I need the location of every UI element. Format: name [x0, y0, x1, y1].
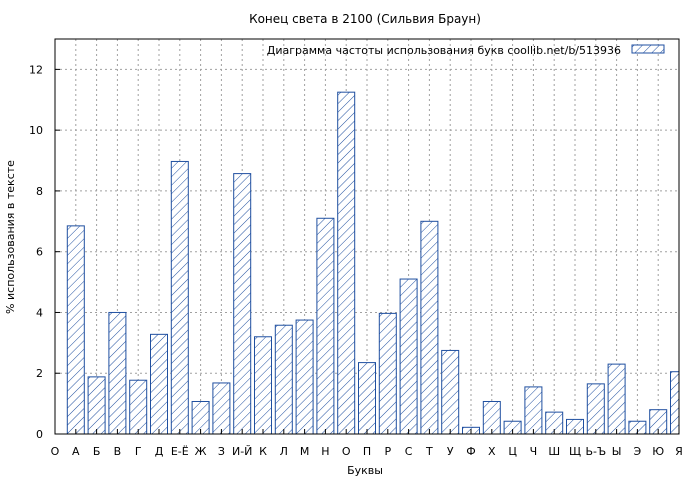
- chart-title: Конец света в 2100 (Сильвия Браун): [249, 12, 481, 26]
- x-tick-label: Р: [384, 445, 391, 458]
- y-tick-label: 0: [36, 428, 43, 441]
- grid-lines: [55, 39, 679, 434]
- bars: [66, 91, 680, 435]
- bar-8: [212, 382, 231, 435]
- bar-6: [170, 160, 189, 435]
- x-tick-label: Я: [675, 445, 683, 458]
- x-tick-label: Ж: [195, 445, 207, 458]
- y-tick-label: 10: [29, 124, 43, 137]
- x-tick-label: Ф: [466, 445, 475, 458]
- x-tick-label: М: [300, 445, 310, 458]
- bar-19: [441, 349, 460, 435]
- bar-13: [316, 217, 335, 435]
- x-tick-label: К: [259, 445, 267, 458]
- x-tick-label: Г: [135, 445, 142, 458]
- x-tick-label: Х: [488, 445, 496, 458]
- x-tick-label: О: [51, 445, 60, 458]
- x-tick-label: Ь-Ъ: [585, 445, 606, 458]
- y-tick-label: 6: [36, 246, 43, 259]
- legend: Диаграмма частоты использования букв coo…: [267, 44, 665, 57]
- x-axis-label: Буквы: [347, 464, 383, 477]
- bar-27: [607, 363, 626, 435]
- x-tick-label: И-Й: [232, 445, 252, 458]
- x-tick-label: У: [447, 445, 454, 458]
- y-tick-label: 2: [36, 367, 43, 380]
- x-tick-label: В: [114, 445, 122, 458]
- x-tick-label: Н: [321, 445, 329, 458]
- bar-10: [254, 336, 272, 435]
- legend-label: Диаграмма частоты использования букв coo…: [267, 44, 621, 57]
- bar-2: [87, 376, 106, 435]
- bar-26: [586, 383, 605, 435]
- x-tick-label: Д: [155, 445, 164, 458]
- bar-12: [295, 319, 314, 435]
- bar-14: [337, 91, 356, 435]
- y-axis-ticks: 0 2 4 6 8 10 12: [29, 63, 60, 441]
- bar-15: [358, 362, 376, 435]
- bar-18: [420, 220, 439, 435]
- x-tick-label: О: [342, 445, 351, 458]
- bar-9: [233, 173, 252, 435]
- x-tick-label: Щ: [569, 445, 581, 458]
- bar-1: [66, 225, 85, 435]
- bar-4: [129, 379, 148, 435]
- x-tick-label: З: [218, 445, 225, 458]
- x-tick-label: Т: [425, 445, 433, 458]
- x-tick-label: Э: [634, 445, 642, 458]
- x-tick-label: Б: [93, 445, 101, 458]
- x-axis-ticks: О А Б В Г Д Е-Ё Ж З И-Й К Л М Н О П Р С Т У Ф Х Ц Ч Ш Щ Ь-Ъ Ы Э Ю Я: [51, 429, 683, 458]
- bar-3: [108, 311, 127, 435]
- x-tick-label: Е-Ё: [171, 445, 189, 458]
- bar-30: [670, 371, 680, 435]
- bar-17: [399, 278, 418, 435]
- y-axis-label: % использования в тексте: [4, 160, 17, 314]
- bar-16: [378, 312, 397, 435]
- y-tick-label: 4: [36, 306, 43, 319]
- x-tick-label: Ц: [508, 445, 517, 458]
- y-tick-label: 8: [36, 185, 43, 198]
- x-tick-label: Ш: [548, 445, 560, 458]
- x-tick-label: Ю: [652, 445, 664, 458]
- legend-swatch: [631, 44, 665, 54]
- y-tick-label: 12: [29, 63, 43, 76]
- x-tick-label: Ы: [612, 445, 622, 458]
- bar-11: [274, 324, 293, 435]
- x-tick-label: Л: [280, 445, 288, 458]
- x-tick-label: С: [405, 445, 413, 458]
- x-tick-label: Ч: [530, 445, 538, 458]
- x-tick-label: П: [363, 445, 371, 458]
- x-tick-label: А: [72, 445, 80, 458]
- bar-5: [150, 333, 168, 435]
- bar-23: [524, 386, 543, 435]
